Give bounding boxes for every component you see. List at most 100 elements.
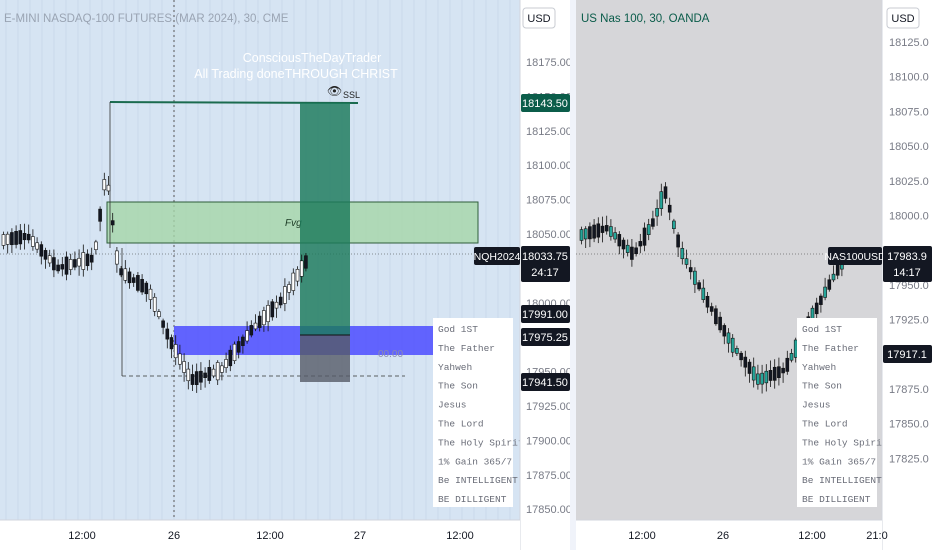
candle-body: [190, 374, 195, 385]
candle-body: [701, 287, 706, 300]
candle-body: [119, 268, 123, 276]
candle-body: [131, 277, 136, 283]
price-tick-label: 18025.0: [889, 176, 929, 188]
candle-body: [253, 322, 258, 330]
candle-body: [22, 232, 27, 241]
price-tick-label: 18000.0: [889, 211, 929, 223]
candle-body: [47, 255, 52, 264]
note-item: The Holy Spirit: [802, 437, 888, 448]
candle-body: [39, 244, 44, 257]
left-notes-list: God 1ST The Father Yahweh The Son Jesus The L…: [438, 324, 524, 505]
candle-body: [684, 258, 689, 265]
candle-body: [604, 225, 609, 232]
position-target-zone[interactable]: [300, 103, 350, 335]
candle-body: [768, 370, 773, 381]
left-time-ticks: 12:00 26 12:00 27 12:00: [68, 530, 474, 542]
note-item: God 1ST: [438, 324, 478, 335]
price-tick-label: 18125.0: [889, 37, 929, 49]
candle-body: [220, 365, 224, 373]
price-tick-label: 18100.00: [526, 160, 572, 172]
candle-body: [173, 344, 178, 359]
candle-body: [232, 343, 237, 362]
candle-body: [115, 250, 119, 265]
right-chart-title: US Nas 100, 30, OANDA: [581, 13, 710, 25]
note-item: The Son: [438, 381, 478, 392]
candle-body: [835, 263, 840, 276]
right-time-axis[interactable]: [576, 520, 882, 550]
candle-body: [10, 232, 14, 246]
right-usd-button[interactable]: [886, 7, 920, 29]
candle-body: [266, 304, 270, 323]
candle-body: [651, 218, 655, 227]
candle-body: [304, 255, 308, 269]
candle-body: [182, 361, 186, 373]
candle-body: [60, 264, 65, 270]
candle-body: [680, 248, 685, 260]
candle-body: [56, 264, 60, 272]
candle-body: [102, 179, 107, 191]
right-candles: [579, 182, 844, 394]
left-symbol-text: NQH2024: [474, 251, 521, 263]
price-tick-label: 18125.00: [526, 126, 572, 138]
position-stop-zone[interactable]: [300, 335, 350, 382]
candle-body: [211, 368, 216, 377]
fvg-zone[interactable]: [106, 201, 479, 244]
price-tick-label: 17825.0: [889, 453, 929, 465]
candle-body: [257, 315, 262, 328]
candle-body: [207, 367, 212, 381]
candle-body: [609, 226, 613, 237]
candle-body: [18, 230, 23, 245]
candle-body: [735, 348, 739, 354]
left-usd-button[interactable]: [522, 7, 556, 29]
price-tick-label: 18075.0: [889, 106, 929, 118]
candle-body: [165, 328, 170, 340]
candle-body: [831, 273, 836, 281]
candle-body: [262, 310, 266, 326]
candle-body: [64, 256, 69, 275]
candle-body: [819, 295, 823, 305]
price-tick-label: 17875.0: [889, 384, 929, 396]
price-tick-label: 17850.0: [889, 419, 929, 431]
candle-body: [751, 366, 756, 381]
candle-body: [760, 372, 764, 385]
pane-divider[interactable]: [570, 0, 576, 550]
note-item: The Father: [438, 343, 495, 354]
candle-body: [110, 220, 115, 226]
candle-body: [245, 330, 249, 342]
candle-body: [756, 373, 760, 385]
candle-body: [278, 296, 283, 306]
candle-body: [600, 225, 605, 233]
left-time-axis[interactable]: [0, 520, 520, 550]
candle-body: [659, 191, 664, 209]
time-tick-label: 12:00: [446, 530, 474, 542]
candle-body: [777, 366, 781, 379]
candle-body: [194, 371, 199, 385]
time-tick-label: 27: [354, 530, 366, 542]
box-label: 00.00: [378, 349, 403, 360]
price-tick-label: 17950.0: [889, 280, 929, 292]
candle-body: [634, 247, 638, 255]
ssl-price-tag: [521, 94, 570, 112]
candle-body: [123, 268, 128, 281]
left-symbol-tag: [474, 247, 520, 265]
candle-body: [785, 357, 790, 372]
note-item: BE DILLIGENT: [802, 494, 871, 505]
watermark-text: ConsciousTheDayTrader: [243, 51, 381, 65]
candle-body: [26, 233, 31, 241]
right-notes-panel[interactable]: [797, 318, 877, 507]
ssl-line[interactable]: [109, 101, 359, 104]
note-item: 1% Gain 365/7: [802, 456, 876, 467]
candle-body: [663, 186, 668, 199]
time-tick-label: 12:00: [798, 530, 826, 542]
price-tick-label: 18100.0: [889, 72, 929, 84]
candle-body: [241, 336, 245, 346]
candle-body: [743, 356, 748, 368]
right-usd-label: USD: [891, 13, 914, 25]
candle-body: [295, 268, 300, 282]
left-notes-panel[interactable]: [433, 318, 513, 507]
candle-body: [157, 311, 161, 318]
candle-body: [291, 272, 296, 291]
right-level-1-text: 17917.1: [887, 349, 927, 361]
time-tick-label: 26: [168, 530, 180, 542]
